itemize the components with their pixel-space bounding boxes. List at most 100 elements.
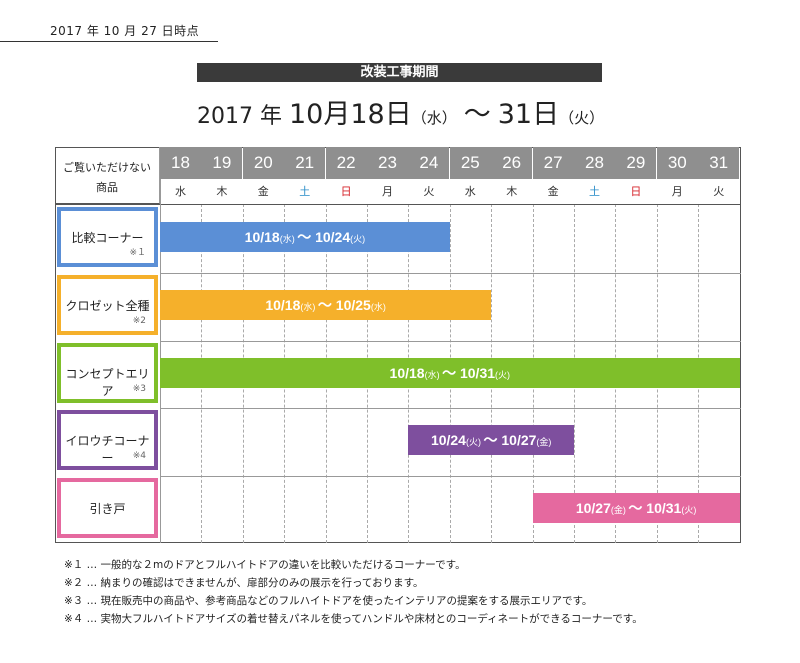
day-column-19: 19 木 (201, 147, 243, 204)
bar-text-e: 10/25 (335, 297, 371, 313)
bar-text-sd: (水) (279, 234, 298, 244)
bar-text-ed: (火) (495, 370, 511, 380)
day-number: 19 (201, 147, 243, 179)
day-number: 26 (491, 147, 533, 179)
bar-text-e: 10/31 (459, 365, 496, 381)
day-number: 21 (284, 147, 326, 179)
label-column-divider (160, 147, 161, 543)
day-of-week: 木 (216, 185, 228, 198)
bar-text-e: 10/24 (315, 229, 351, 245)
day-column-26: 26 木 (491, 147, 533, 204)
day-column-31: 31 火 (698, 147, 740, 204)
date-header: 18 水 19 木 20 金 21 土 22 日 23 月 24 火 25 水 26 木 27 金 28 土 29 日 30 月 3… (160, 147, 740, 204)
period-bar: 10/18(水) 〜 10/24(火) (160, 222, 450, 252)
header-bottom-line (55, 204, 741, 205)
footnote-mark: ※3 (132, 384, 146, 394)
day-of-week: 土 (589, 185, 600, 198)
day-of-week: 火 (423, 185, 435, 198)
day-of-week: 水 (175, 185, 186, 198)
day-of-week: 金 (547, 185, 559, 198)
range-start-dow: （水） (411, 109, 457, 127)
range-year: 2017 年 (197, 104, 282, 129)
bar-text-ed: (火) (350, 234, 366, 244)
product-label-box: 引き戸 (57, 478, 158, 538)
day-column-20: 20 金 (242, 147, 284, 204)
bar-text-sd: (水) (300, 302, 318, 312)
bar-text-ed: (火) (681, 505, 697, 515)
day-of-week: 水 (464, 185, 476, 198)
range-tilde: 〜 (463, 99, 491, 130)
product-name: 引き戸 (89, 502, 126, 516)
day-number: 28 (574, 147, 615, 179)
range-end-dow: （火） (559, 109, 605, 127)
bar-text-s: 10/18 (265, 297, 301, 313)
product-name: コンセプトエリア (65, 367, 150, 398)
bar-text-t: 〜 (442, 365, 460, 381)
day-of-week: 火 (713, 185, 725, 198)
product-label-box: 比較コーナー ※１ (57, 207, 158, 267)
day-of-week: 月 (671, 185, 683, 198)
row-separator (160, 273, 741, 274)
day-of-week: 土 (299, 185, 311, 198)
footnote-line: ※１ … 一般的な２mのドアとフルハイトドアの違いを比較いただけるコーナーです。 (64, 559, 466, 571)
row-separator (160, 476, 741, 477)
day-column-28: 28 土 (574, 147, 615, 204)
bar-text-t: 〜 (297, 229, 316, 245)
range-start: 10月18日 (288, 99, 412, 130)
bar-text-ed: (金) (536, 437, 552, 447)
day-number: 24 (408, 147, 450, 179)
footnote-mark: ※2 (132, 316, 146, 326)
product-name: クロゼット全種 (65, 299, 150, 313)
day-column-23: 23 月 (367, 147, 408, 204)
range-end: 31日 (497, 99, 560, 130)
day-number: 22 (325, 147, 367, 179)
day-number: 29 (615, 147, 657, 179)
product-label-box: コンセプトエリア ※3 (57, 343, 158, 403)
footnote-mark: ※１ (129, 248, 146, 258)
as-of-date: 2017 年 10 月 27 日時点 (50, 24, 200, 38)
bar-text-sd: (火) (465, 437, 484, 447)
footnote-line: ※２ … 納まりの確認はできませんが、扉部分のみの展示を行っております。 (64, 577, 424, 589)
day-column-21: 21 土 (284, 147, 326, 204)
period-bar: 10/27(金) 〜 10/31(火) (532, 493, 740, 523)
day-number: 30 (656, 147, 698, 179)
bar-text-ed: (水) (370, 302, 386, 312)
bar-text-t: 〜 (483, 432, 502, 448)
product-label-box: クロゼット全種 ※2 (57, 275, 158, 335)
day-column-24: 24 火 (408, 147, 450, 204)
day-column-27: 27 金 (532, 147, 574, 204)
bar-text-s: 10/24 (430, 432, 466, 448)
bar-text-s: 10/18 (389, 365, 425, 381)
header-label-line1: ご覧いただけない (63, 161, 151, 174)
header-label-line2: 商品 (96, 181, 118, 194)
period-bar: 10/18(水) 〜 10/31(火) (160, 358, 740, 388)
bar-text-e: 10/27 (501, 432, 537, 448)
bar-text-t: 〜 (628, 500, 647, 516)
footnote-mark: ※4 (132, 451, 146, 461)
bar-text-sd: (水) (424, 370, 443, 380)
day-of-week: 金 (257, 185, 269, 198)
row-separator (160, 341, 741, 342)
day-of-week: 月 (382, 185, 393, 198)
row-separator (160, 408, 741, 409)
product-label-box: イロウチコーナー ※4 (57, 410, 158, 470)
day-number: 20 (242, 147, 284, 179)
period-bar: 10/18(水) 〜 10/25(水) (160, 290, 492, 320)
section-title: 改装工事期間 (197, 63, 602, 82)
day-column-25: 25 水 (449, 147, 491, 204)
day-number: 18 (160, 147, 201, 179)
bar-text-s: 10/18 (244, 229, 280, 245)
day-column-18: 18 水 (160, 147, 201, 204)
day-of-week: 木 (506, 185, 518, 198)
footnote-line: ※４ … 実物大フルハイトドアサイズの着せ替えパネルを使ってハンドルや床材とのコ… (64, 613, 643, 625)
bar-text-t: 〜 (317, 297, 336, 313)
day-number: 27 (532, 147, 574, 179)
period-range: 2017 年 10月18日（水） 〜 31日（火） (197, 92, 605, 131)
day-column-22: 22 日 (325, 147, 367, 204)
bar-text-s: 10/27 (575, 500, 611, 516)
bar-text-sd: (金) (610, 505, 629, 515)
period-bar: 10/24(火) 〜 10/27(金) (408, 425, 574, 455)
day-number: 23 (367, 147, 408, 179)
day-of-week: 日 (630, 185, 642, 198)
as-of-underline (0, 41, 218, 42)
